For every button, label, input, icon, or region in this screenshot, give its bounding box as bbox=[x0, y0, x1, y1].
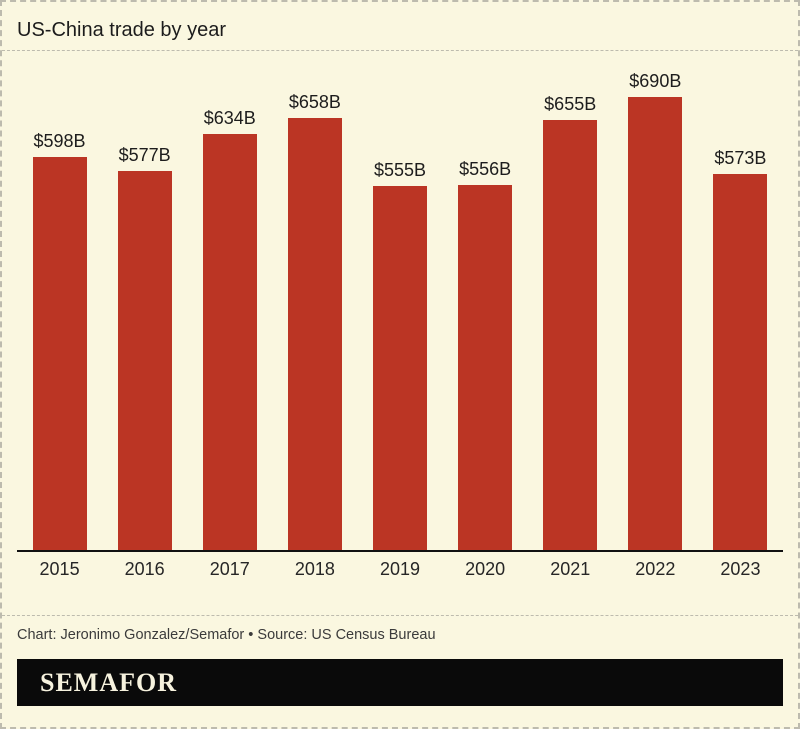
bar-value-label: $598B bbox=[33, 131, 86, 151]
logo-bar: SEMAFOR bbox=[17, 659, 783, 706]
bar-value-label: $690B bbox=[629, 71, 682, 91]
bar-column: $655B bbox=[528, 94, 613, 550]
bar bbox=[372, 186, 427, 550]
bar-column: $658B bbox=[272, 92, 357, 550]
bar-value-label: $573B bbox=[714, 148, 767, 168]
chart-footer: Chart: Jeronimo Gonzalez/Semafor • Sourc… bbox=[2, 615, 798, 706]
x-axis-line bbox=[17, 550, 783, 552]
x-axis-label: 2020 bbox=[465, 559, 506, 579]
x-axis-label: 2017 bbox=[209, 559, 250, 579]
bar-column: $573B bbox=[698, 148, 783, 550]
bar bbox=[543, 120, 598, 550]
bar-column: $690B bbox=[613, 71, 698, 550]
bar-value-label: $658B bbox=[288, 92, 341, 112]
chart-title: US-China trade by year bbox=[17, 19, 226, 41]
x-axis-label: 2016 bbox=[124, 559, 165, 579]
bar-column: $577B bbox=[102, 145, 187, 550]
bar bbox=[458, 185, 513, 550]
bar bbox=[713, 174, 768, 550]
spacer bbox=[2, 580, 798, 615]
plot: $598B $577B $634B $658B $555B $556B $655B $690B… bbox=[17, 51, 783, 550]
bar-column: $555B bbox=[357, 160, 442, 550]
bar bbox=[287, 118, 342, 550]
chart-area: $598B $577B $634B $658B $555B $556B $655B $690B… bbox=[2, 51, 798, 580]
bar bbox=[202, 134, 257, 550]
x-axis-label: 2019 bbox=[379, 559, 421, 579]
x-axis-label: 2023 bbox=[720, 559, 761, 579]
x-axis-label: 2021 bbox=[550, 559, 591, 579]
bar-column: $598B bbox=[17, 131, 102, 550]
bar-value-label: $577B bbox=[118, 145, 171, 165]
x-axis-label: 2022 bbox=[635, 559, 676, 579]
bar-value-label: $655B bbox=[544, 94, 597, 114]
bar bbox=[32, 157, 87, 550]
bar-value-label: $556B bbox=[459, 159, 512, 179]
bar-value-label: $634B bbox=[203, 108, 256, 128]
x-axis-labels: 2015 2016 2017 2018 2019 2020 2021 2022 2023 bbox=[17, 552, 783, 580]
chart-header: US-China trade by year bbox=[2, 2, 798, 51]
x-axis-label: 2018 bbox=[294, 559, 335, 579]
credit-line: Chart: Jeronimo Gonzalez/Semafor • Sourc… bbox=[17, 627, 436, 643]
bar-column: $556B bbox=[443, 159, 528, 550]
x-axis-label: 2015 bbox=[39, 559, 80, 579]
bar bbox=[628, 97, 683, 550]
semafor-logo: SEMAFOR bbox=[40, 667, 177, 697]
bar-value-label: $555B bbox=[373, 160, 427, 180]
bar-column: $634B bbox=[187, 108, 272, 550]
bar bbox=[117, 171, 172, 550]
